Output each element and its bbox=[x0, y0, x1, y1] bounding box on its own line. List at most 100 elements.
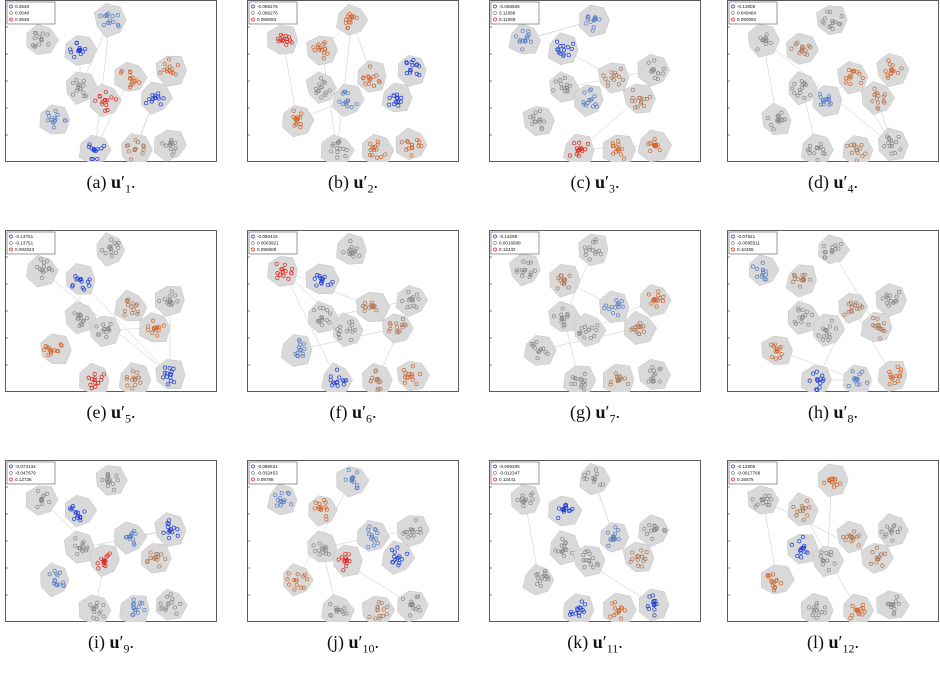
graph-node bbox=[899, 66, 904, 71]
graph-node bbox=[100, 99, 105, 104]
graph-node bbox=[561, 48, 567, 53]
graph-node bbox=[857, 146, 862, 151]
cluster-hull bbox=[549, 71, 580, 103]
node-cluster bbox=[141, 81, 174, 115]
graph-node bbox=[592, 334, 597, 339]
node-cluster bbox=[573, 313, 607, 348]
graph-node bbox=[341, 611, 346, 616]
graph-node bbox=[55, 348, 60, 354]
graph-node bbox=[620, 304, 625, 309]
graph-node bbox=[105, 20, 110, 25]
graph-node bbox=[138, 380, 143, 385]
graph-node bbox=[157, 298, 162, 303]
graph-node bbox=[115, 478, 120, 483]
graph-node bbox=[111, 19, 116, 25]
graph-node bbox=[559, 316, 565, 321]
cluster-hull bbox=[599, 290, 630, 324]
graph-node bbox=[156, 96, 161, 101]
graph-node bbox=[102, 560, 107, 565]
graph-node bbox=[600, 482, 605, 487]
graph-node bbox=[171, 380, 176, 385]
graph-node bbox=[611, 534, 616, 539]
graph-node bbox=[407, 602, 412, 608]
graph-node bbox=[141, 147, 146, 152]
graph-node bbox=[334, 609, 339, 615]
graph-node bbox=[616, 610, 621, 615]
graph-node bbox=[594, 471, 600, 476]
graph-node bbox=[341, 102, 346, 107]
graph-node bbox=[658, 366, 663, 371]
graph-node bbox=[285, 577, 290, 582]
graph-node bbox=[583, 21, 588, 26]
graph-node bbox=[556, 516, 561, 521]
graph-node bbox=[101, 372, 106, 377]
graph-node bbox=[647, 523, 652, 528]
graph-node bbox=[164, 66, 170, 71]
caption-symbol: u bbox=[111, 172, 122, 192]
graph-node bbox=[588, 562, 593, 567]
node-cluster bbox=[357, 519, 391, 552]
graph-node bbox=[653, 598, 658, 603]
graph-node bbox=[130, 602, 135, 607]
graph-node bbox=[410, 374, 415, 379]
graph-node bbox=[129, 532, 134, 537]
graph-node bbox=[404, 139, 410, 144]
graph-node bbox=[803, 48, 808, 53]
graph-node bbox=[772, 342, 777, 347]
graph-node bbox=[127, 536, 132, 541]
graph-node bbox=[551, 88, 556, 93]
graph-node bbox=[800, 82, 805, 87]
graph-node bbox=[765, 496, 770, 502]
graph-node bbox=[597, 17, 602, 22]
graph-node bbox=[408, 613, 413, 618]
graph-node bbox=[95, 600, 100, 605]
graph-node bbox=[575, 607, 580, 612]
graph-node bbox=[825, 558, 830, 563]
cluster-hull bbox=[26, 254, 59, 288]
node-cluster bbox=[836, 520, 868, 554]
graph-node bbox=[832, 20, 837, 25]
graph-node bbox=[73, 543, 78, 548]
graph-node bbox=[617, 607, 622, 613]
graph-node bbox=[539, 125, 544, 130]
graph-node bbox=[402, 375, 407, 380]
graph-node bbox=[603, 303, 608, 308]
graph-node bbox=[876, 93, 881, 98]
graph-node bbox=[320, 278, 325, 283]
cluster-hull bbox=[381, 82, 413, 113]
graph-node bbox=[101, 558, 106, 563]
legend-label: -0.095305 bbox=[499, 464, 520, 469]
graph-node bbox=[164, 374, 169, 379]
graph-node bbox=[285, 490, 290, 495]
graph-node bbox=[574, 152, 579, 157]
graph-node bbox=[884, 524, 890, 529]
graph-node bbox=[47, 114, 52, 119]
graph-node bbox=[560, 549, 565, 554]
legend-label: 0.12736 bbox=[15, 477, 32, 482]
graph-node bbox=[646, 292, 651, 297]
graph-node bbox=[638, 325, 644, 330]
graph-node bbox=[570, 506, 575, 511]
graph-node bbox=[650, 69, 655, 74]
graph-node bbox=[588, 19, 593, 24]
graph-node bbox=[895, 70, 901, 75]
graph-node bbox=[776, 114, 781, 119]
graph-node bbox=[105, 553, 110, 558]
graph-node bbox=[366, 305, 371, 310]
graph-node bbox=[656, 289, 661, 294]
graph-node bbox=[802, 272, 807, 277]
graph-node bbox=[795, 276, 800, 282]
graph-node bbox=[652, 613, 657, 618]
graph-node bbox=[635, 323, 640, 328]
graph-node bbox=[579, 326, 584, 331]
graph-node bbox=[413, 518, 419, 523]
graph-node bbox=[630, 96, 635, 101]
graph-node bbox=[370, 304, 375, 309]
graph-node bbox=[637, 332, 642, 337]
graph-node bbox=[414, 381, 419, 386]
graph-node bbox=[826, 567, 832, 572]
graph-node bbox=[283, 269, 288, 274]
